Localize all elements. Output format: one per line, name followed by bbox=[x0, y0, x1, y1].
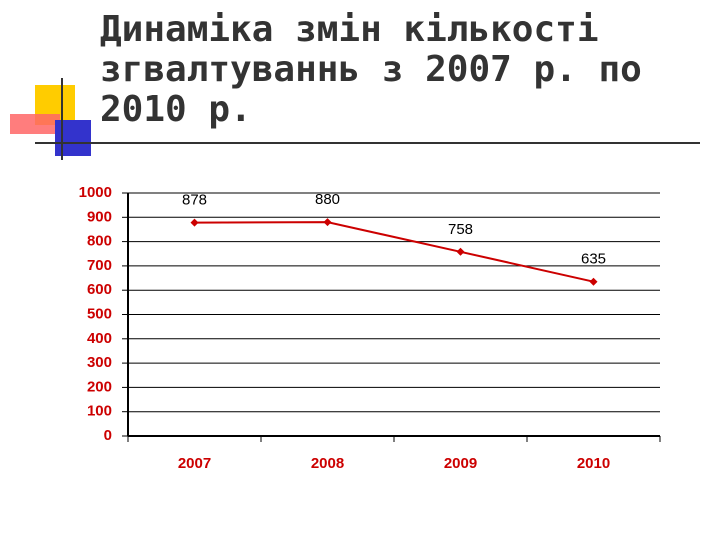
data-label: 635 bbox=[581, 251, 606, 268]
y-tick-label: 500 bbox=[87, 305, 112, 322]
y-tick-label: 600 bbox=[87, 281, 112, 298]
y-tick-label: 800 bbox=[87, 233, 112, 250]
y-tick-label: 0 bbox=[104, 427, 112, 444]
slide-title: Динаміка змін кількості згвалтуваннь з 2… bbox=[100, 9, 642, 130]
y-tick-label: 1000 bbox=[79, 184, 112, 201]
y-tick-label: 400 bbox=[87, 330, 112, 347]
y-tick-label: 900 bbox=[87, 208, 112, 225]
data-label: 878 bbox=[182, 192, 207, 209]
y-tick-label: 700 bbox=[87, 257, 112, 274]
x-tick-label: 2009 bbox=[444, 455, 477, 472]
x-tick-label: 2008 bbox=[311, 455, 344, 472]
x-tick-label: 2007 bbox=[178, 455, 211, 472]
y-tick-label: 200 bbox=[87, 378, 112, 395]
data-label: 758 bbox=[448, 221, 473, 238]
decor-square bbox=[55, 120, 91, 156]
decor-square bbox=[10, 114, 60, 134]
x-tick-label: 2010 bbox=[577, 455, 610, 472]
data-point bbox=[589, 277, 598, 286]
data-point bbox=[323, 218, 332, 227]
data-line bbox=[194, 221, 594, 283]
data-point bbox=[190, 218, 199, 227]
data-label: 880 bbox=[315, 191, 340, 208]
y-tick-label: 300 bbox=[87, 354, 112, 371]
data-point bbox=[456, 247, 465, 256]
y-tick-label: 100 bbox=[87, 403, 112, 420]
